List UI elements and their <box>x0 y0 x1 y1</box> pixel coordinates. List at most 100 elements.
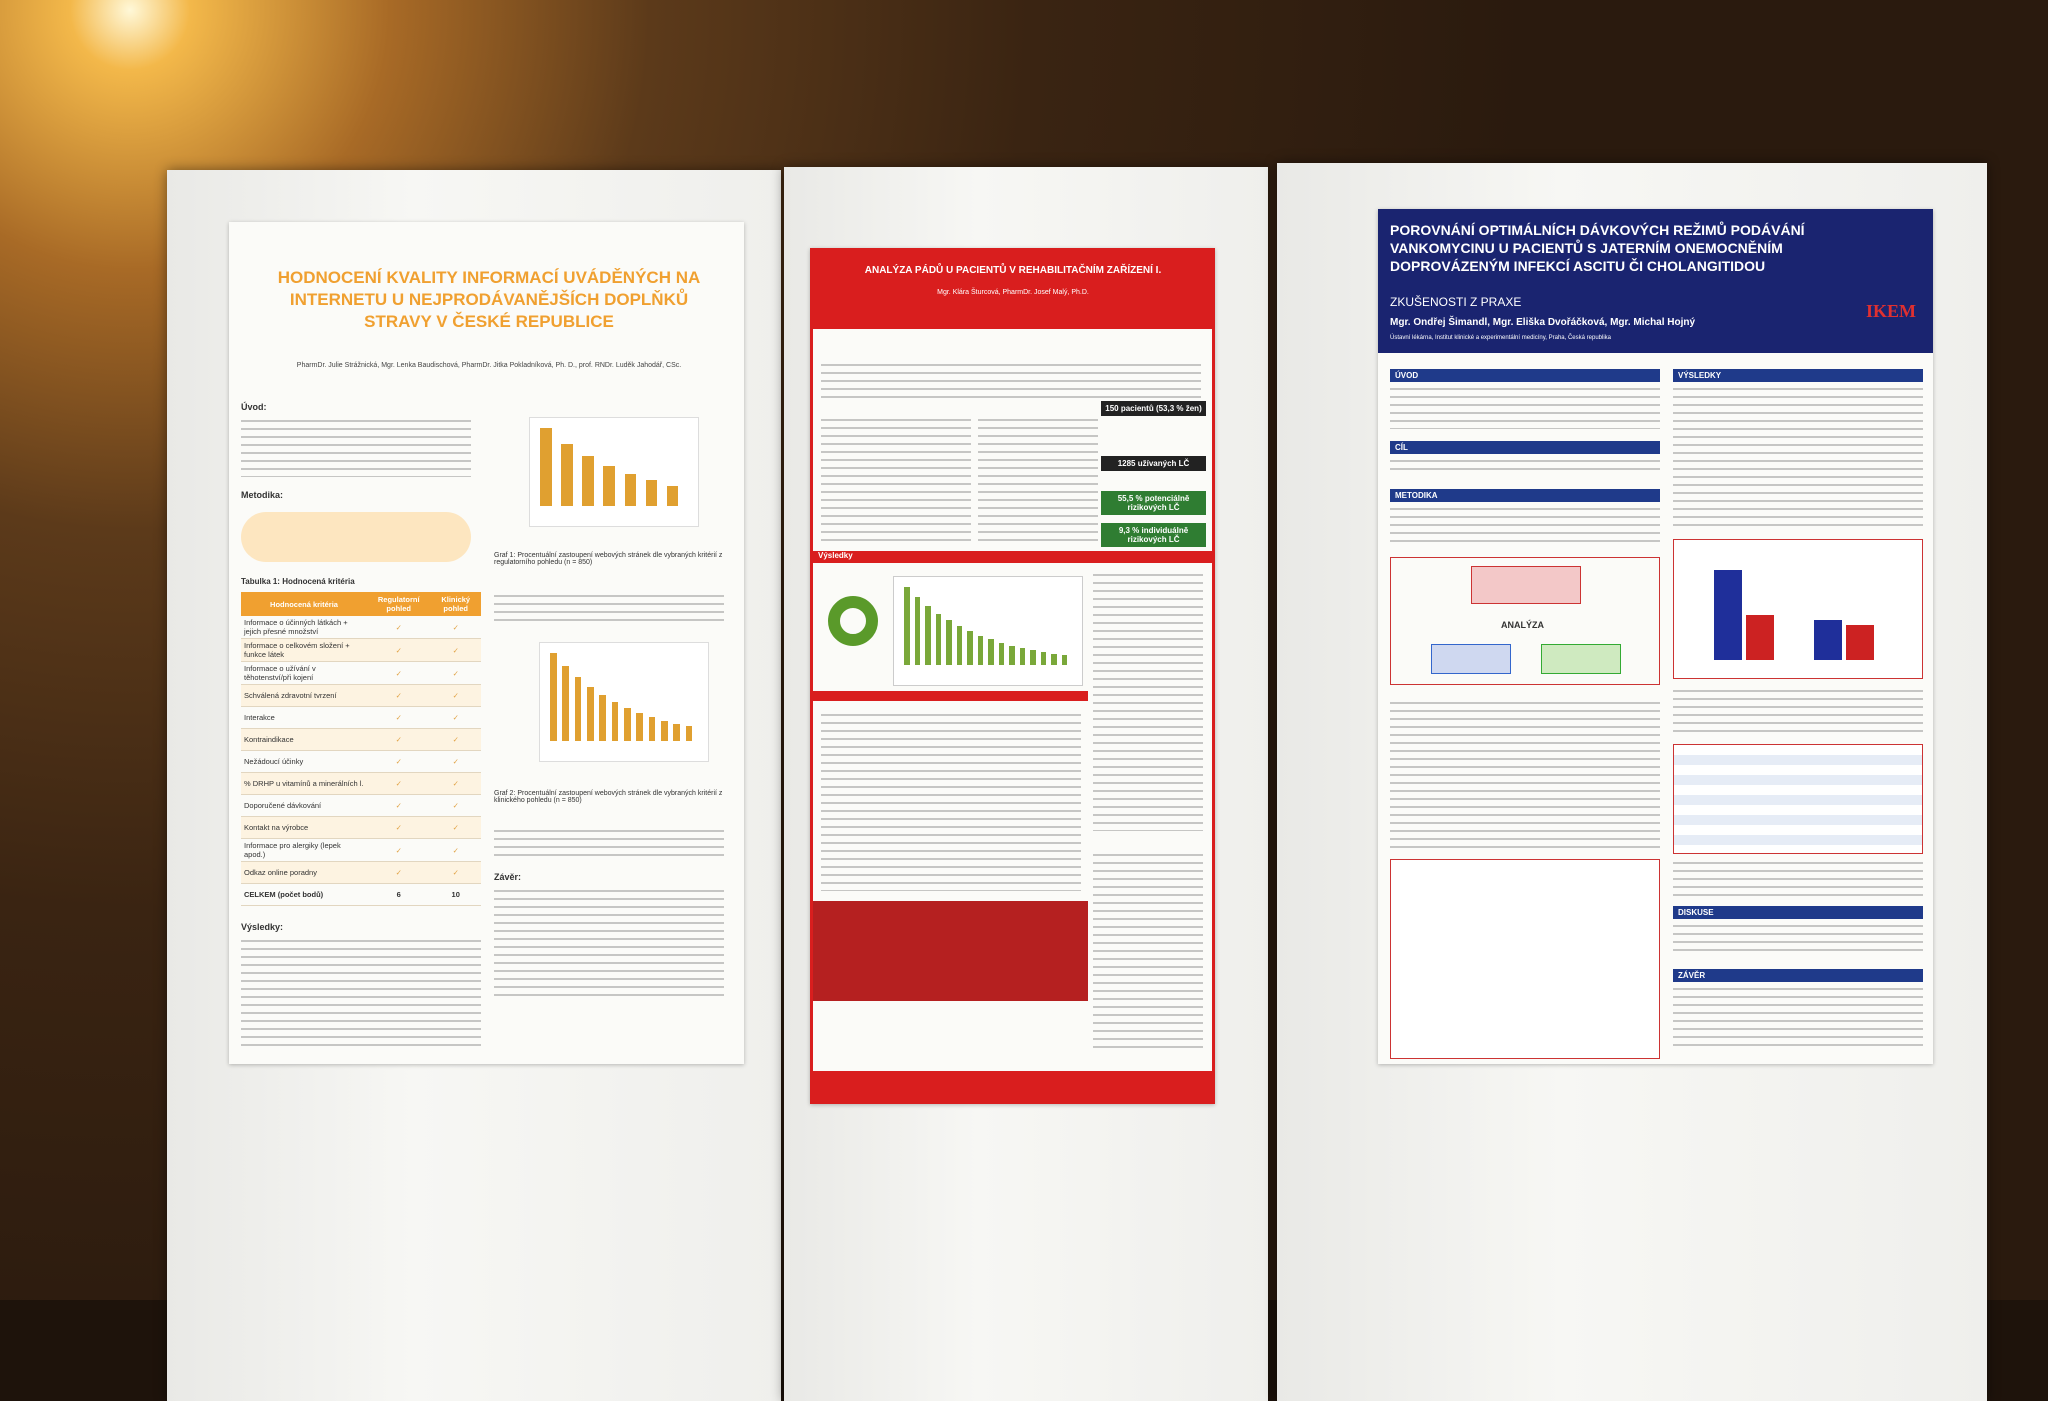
diagram-box <box>1471 566 1581 604</box>
bar-graphic <box>1846 625 1874 660</box>
bar-graphic <box>540 428 552 506</box>
text-block <box>494 592 724 622</box>
table-cell: % DRHP u vitamínů a minerálních l. <box>241 772 367 795</box>
bar-graphic <box>611 701 619 741</box>
check-cell: ✓ <box>367 816 431 839</box>
bar-graphic <box>998 642 1005 665</box>
bar-graphic <box>946 620 952 665</box>
table-header-row: Hodnocená kritéria Regulatorní pohled Klin… <box>241 592 481 616</box>
bar-graphic <box>685 726 693 741</box>
bar-graphic <box>1009 645 1015 665</box>
table-row: Odkaz online poradny ✓ ✓ <box>241 861 481 884</box>
correlation-table <box>1673 744 1923 854</box>
table-header-cell: Regulatorní pohled <box>367 592 431 616</box>
table-row: Kontakt na výrobce ✓ ✓ <box>241 816 481 839</box>
section-bar: DISKUSE <box>1673 906 1923 919</box>
section-bar: VÝSLEDKY <box>1673 369 1923 382</box>
text-block <box>241 417 471 477</box>
text-block <box>1673 985 1923 1049</box>
bar-graphic <box>1814 620 1842 660</box>
check-cell: ✓ <box>367 794 431 817</box>
text-block <box>1673 687 1923 737</box>
section-bar: ZÁVĚR <box>1673 969 1923 982</box>
poster-authors: Mgr. Klára Šturcová, PharmDr. Josef Malý… <box>937 289 1089 296</box>
diagram-box <box>1431 644 1511 674</box>
poster-title: POROVNÁNÍ OPTIMÁLNÍCH DÁVKOVÝCH REŽIMŮ P… <box>1390 222 1805 274</box>
text-block <box>821 361 1201 401</box>
bar-chart-graphic <box>539 642 709 762</box>
table-row: Informace o užívání v těhotenství/při ko… <box>241 661 481 685</box>
table-cell: Informace o účinných látkách + jejich př… <box>241 616 367 639</box>
section-heading: Závěr: <box>494 872 522 882</box>
check-cell: ✓ <box>430 616 481 639</box>
text-block <box>1390 699 1660 849</box>
section-heading: Metodika: <box>241 490 284 500</box>
bar-graphic <box>645 480 658 506</box>
check-cell: ✓ <box>430 816 481 839</box>
section-bar <box>813 691 1088 701</box>
section-bar: CÍL <box>1390 441 1660 454</box>
text-block <box>1390 505 1660 544</box>
donut-graphic <box>828 596 878 646</box>
bar-graphic <box>956 626 963 665</box>
bar-graphic <box>624 707 631 741</box>
conclusion-box <box>813 901 1088 1001</box>
text-block <box>494 827 724 857</box>
table-row: Nežádoucí účinky ✓ ✓ <box>241 750 481 773</box>
text-block <box>1093 571 1203 831</box>
bar-graphic <box>587 686 594 741</box>
table-cell: Odkaz online poradny <box>241 861 367 884</box>
check-cell: ✓ <box>367 750 431 773</box>
table-header-cell: Klinický pohled <box>430 592 481 616</box>
check-cell: ✓ <box>430 772 481 795</box>
bar-graphic <box>661 720 668 741</box>
check-cell: ✓ <box>430 706 481 729</box>
bar-graphic <box>599 695 607 741</box>
bar-graphic <box>1019 648 1026 665</box>
check-cell: ✓ <box>367 638 431 662</box>
bar-graphic <box>603 466 616 506</box>
bar-graphic <box>582 456 594 506</box>
figure-caption: Graf 1: Procentuální zastoupení webových… <box>494 552 723 566</box>
poster-right: POROVNÁNÍ OPTIMÁLNÍCH DÁVKOVÝCH REŽIMŮ P… <box>1378 209 1933 1064</box>
bar-chart-graphic <box>1673 539 1923 679</box>
flow-box: 1285 užívaných LČ <box>1101 456 1206 471</box>
table-row: % DRHP u vitamínů a minerálních l. ✓ ✓ <box>241 772 481 795</box>
poster-subtitle: ZKUŠENOSTI Z PRAXE <box>1390 295 1522 309</box>
text-block <box>1673 859 1923 899</box>
logo: IKEM <box>1866 301 1917 321</box>
bar-chart-graphic <box>529 417 699 527</box>
table-cell: Nežádoucí účinky <box>241 750 367 773</box>
poster-header <box>813 251 1212 329</box>
section-bar: ÚVOD <box>1390 369 1660 382</box>
check-cell: ✓ <box>367 728 431 751</box>
poster-left: HODNOCENÍ KVALITY INFORMACÍ UVÁDĚNÝCH NA… <box>229 222 744 1064</box>
bar-graphic <box>1051 653 1057 665</box>
text-block <box>494 887 724 997</box>
poster-authors: PharmDr. Julie Strážnická, Mgr. Lenka Ba… <box>296 362 682 369</box>
table-cell: Schválená zdravotní tvrzení <box>241 684 367 707</box>
table-total-row: CELKEM (počet bodů) 6 10 <box>241 883 481 906</box>
check-cell: ✓ <box>367 661 431 685</box>
bar-graphic <box>988 639 994 665</box>
bar-graphic <box>648 717 656 741</box>
bar-graphic <box>1040 652 1047 665</box>
table-cell: Informace o celkovém složení + funkce lá… <box>241 638 367 662</box>
table-row: Interakce ✓ ✓ <box>241 706 481 729</box>
tdm-form <box>1390 859 1660 1059</box>
bar-graphic <box>550 653 557 741</box>
text-block <box>1673 922 1923 956</box>
table-cell: Interakce <box>241 706 367 729</box>
table-row: Schválená zdravotní tvrzení ✓ ✓ <box>241 684 481 707</box>
bar-graphic <box>574 677 582 741</box>
check-cell: ✓ <box>430 728 481 751</box>
bar-graphic <box>624 474 637 506</box>
section-heading: Úvod: <box>241 402 267 412</box>
poster-header <box>1378 209 1933 353</box>
bar-graphic <box>935 613 942 665</box>
section-heading: Výsledky: <box>241 922 284 932</box>
bar-graphic <box>914 597 921 665</box>
table-cell: Kontakt na výrobce <box>241 816 367 839</box>
text-block <box>1390 385 1660 429</box>
section-bar: Výsledky <box>813 551 1212 563</box>
